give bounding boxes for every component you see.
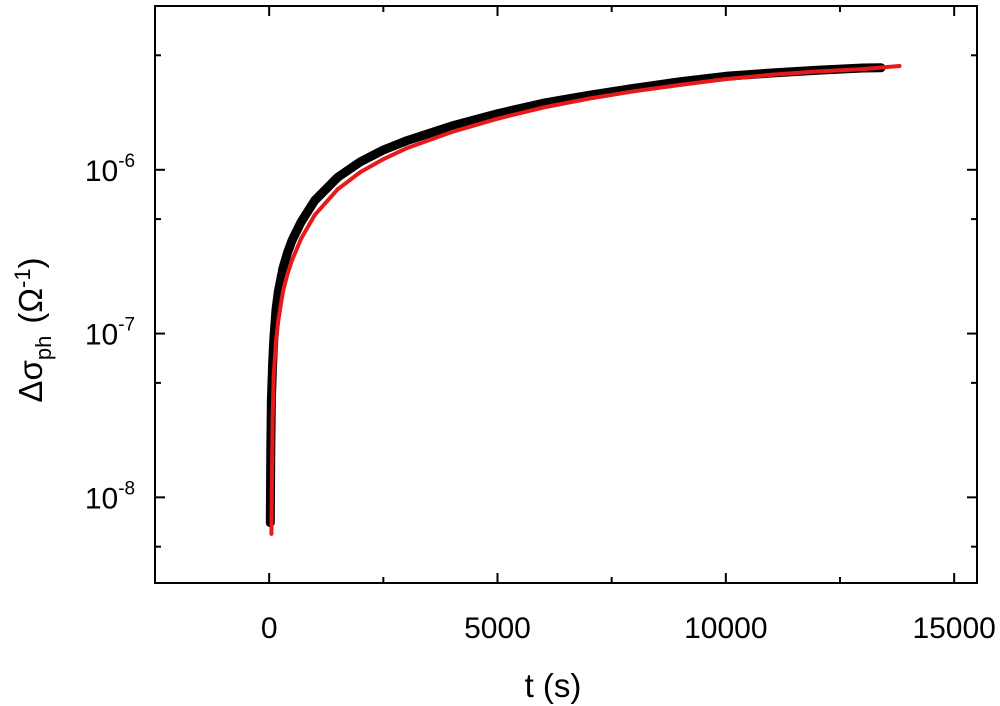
series-0-point [448,122,456,130]
series-1-point [541,105,546,110]
x-tick-label: 10000 [684,612,767,645]
series-layer [265,63,902,536]
y-axis-title-unit: (Ω [12,288,49,324]
series-1-point [860,67,865,72]
y-tick-label: 10-8 [85,478,135,515]
series-1-line [269,64,902,536]
series-1-point [495,116,500,121]
series-1-point [285,272,290,277]
series-1-point [404,146,409,151]
x-tick-label: 0 [261,612,278,645]
y-axis-title-unit-close: ) [12,257,49,268]
series-0-point [539,99,547,107]
x-axis-title: t (s) [525,667,582,704]
series-1-point [271,374,276,379]
series-1-point [270,417,275,422]
series-1-point [299,236,304,241]
series-1-point [897,64,902,69]
series-1-point [290,258,294,263]
series-0-point [334,173,342,181]
series-1-point [276,318,281,323]
series-1-point [280,289,285,294]
y-tick-label: 10-6 [85,151,135,188]
series-1-point [335,187,340,192]
y-tick-label: 10-7 [85,315,135,352]
series-0-point [494,110,501,118]
series-0-point [283,249,291,257]
series-1-point [449,130,454,135]
series-1-point [632,89,637,94]
series-0-point [311,196,319,204]
y-tick-base: 10 [85,319,118,352]
y-axis-title-subscript: ph [31,336,56,360]
y-axis-title-symbol: Δσ [12,360,49,402]
series-0-point [379,146,387,154]
plot-frame [154,5,978,584]
series-1-point [274,339,279,344]
series-1-point [381,157,386,162]
series-1-point [269,531,274,536]
series-1-point [586,96,591,101]
y-tick-exponent: -8 [118,478,135,499]
y-tick-exponent: -7 [118,315,135,336]
x-tick-label: 15000 [912,612,995,645]
series-1-point [312,212,317,217]
y-tick-exponent: -6 [118,151,135,172]
y-axis-title-unit-exponent: -1 [10,268,35,288]
series-0-point [357,158,364,166]
series-1-point [358,169,363,174]
y-axis-title: Δσph (Ω-1) [10,257,56,402]
series-1-point [678,82,683,87]
x-tick-label: 5000 [464,612,531,645]
series-0-point [288,237,296,245]
series-0-point [402,137,410,145]
series-1-point [815,69,820,74]
series-0-point [274,288,282,296]
series-1-point [769,72,774,77]
series-1-point [723,77,728,82]
series-0-point [279,264,287,272]
series-0-line [265,63,886,528]
y-tick-base: 10 [85,155,118,188]
y-tick-base: 10 [85,482,118,515]
series-0-point [297,218,305,226]
